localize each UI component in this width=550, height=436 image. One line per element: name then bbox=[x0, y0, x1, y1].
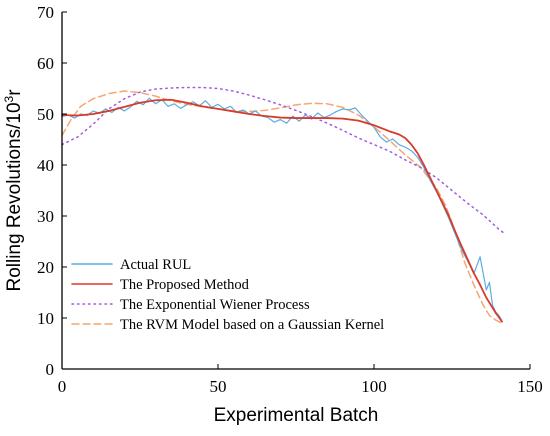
legend-item-3: The RVM Model based on a Gaussian Kernel bbox=[71, 317, 384, 333]
legend-item-2: The Exponential Wiener Process bbox=[71, 297, 310, 313]
y-tick-label: 40 bbox=[37, 156, 54, 175]
y-tick-label: 70 bbox=[37, 3, 54, 22]
y-axis-title: Rolling Revolutions/103r bbox=[2, 89, 25, 292]
x-tick-label: 50 bbox=[210, 377, 227, 396]
legend: Actual RUL The Proposed Method The Exponen… bbox=[71, 257, 384, 333]
legend-item-0: Actual RUL bbox=[71, 257, 191, 273]
x-tick-label: 150 bbox=[517, 377, 543, 396]
axes-layer: 0 10 20 30 40 50 60 70 0 50 100 150 bbox=[37, 3, 543, 396]
y-tick-label: 0 bbox=[46, 360, 55, 379]
x-tick-label: 0 bbox=[58, 377, 67, 396]
legend-label: The Proposed Method bbox=[120, 277, 250, 293]
y-tick-label: 60 bbox=[37, 54, 54, 73]
legend-item-1: The Proposed Method bbox=[71, 277, 250, 293]
legend-label: Actual RUL bbox=[120, 257, 191, 273]
series-line-2 bbox=[61, 86, 506, 235]
legend-label: The Exponential Wiener Process bbox=[120, 297, 310, 313]
legend-label: The RVM Model based on a Gaussian Kernel bbox=[120, 317, 384, 333]
y-tick-label: 20 bbox=[37, 258, 54, 277]
series-layer bbox=[61, 86, 506, 324]
y-tick-label: 10 bbox=[37, 309, 54, 328]
y-tick-label: 50 bbox=[37, 105, 54, 124]
x-axis-title: Experimental Batch bbox=[214, 405, 379, 426]
x-tick-label: 100 bbox=[361, 377, 387, 396]
series-line-1 bbox=[61, 98, 503, 323]
y-tick-label: 30 bbox=[37, 207, 54, 226]
